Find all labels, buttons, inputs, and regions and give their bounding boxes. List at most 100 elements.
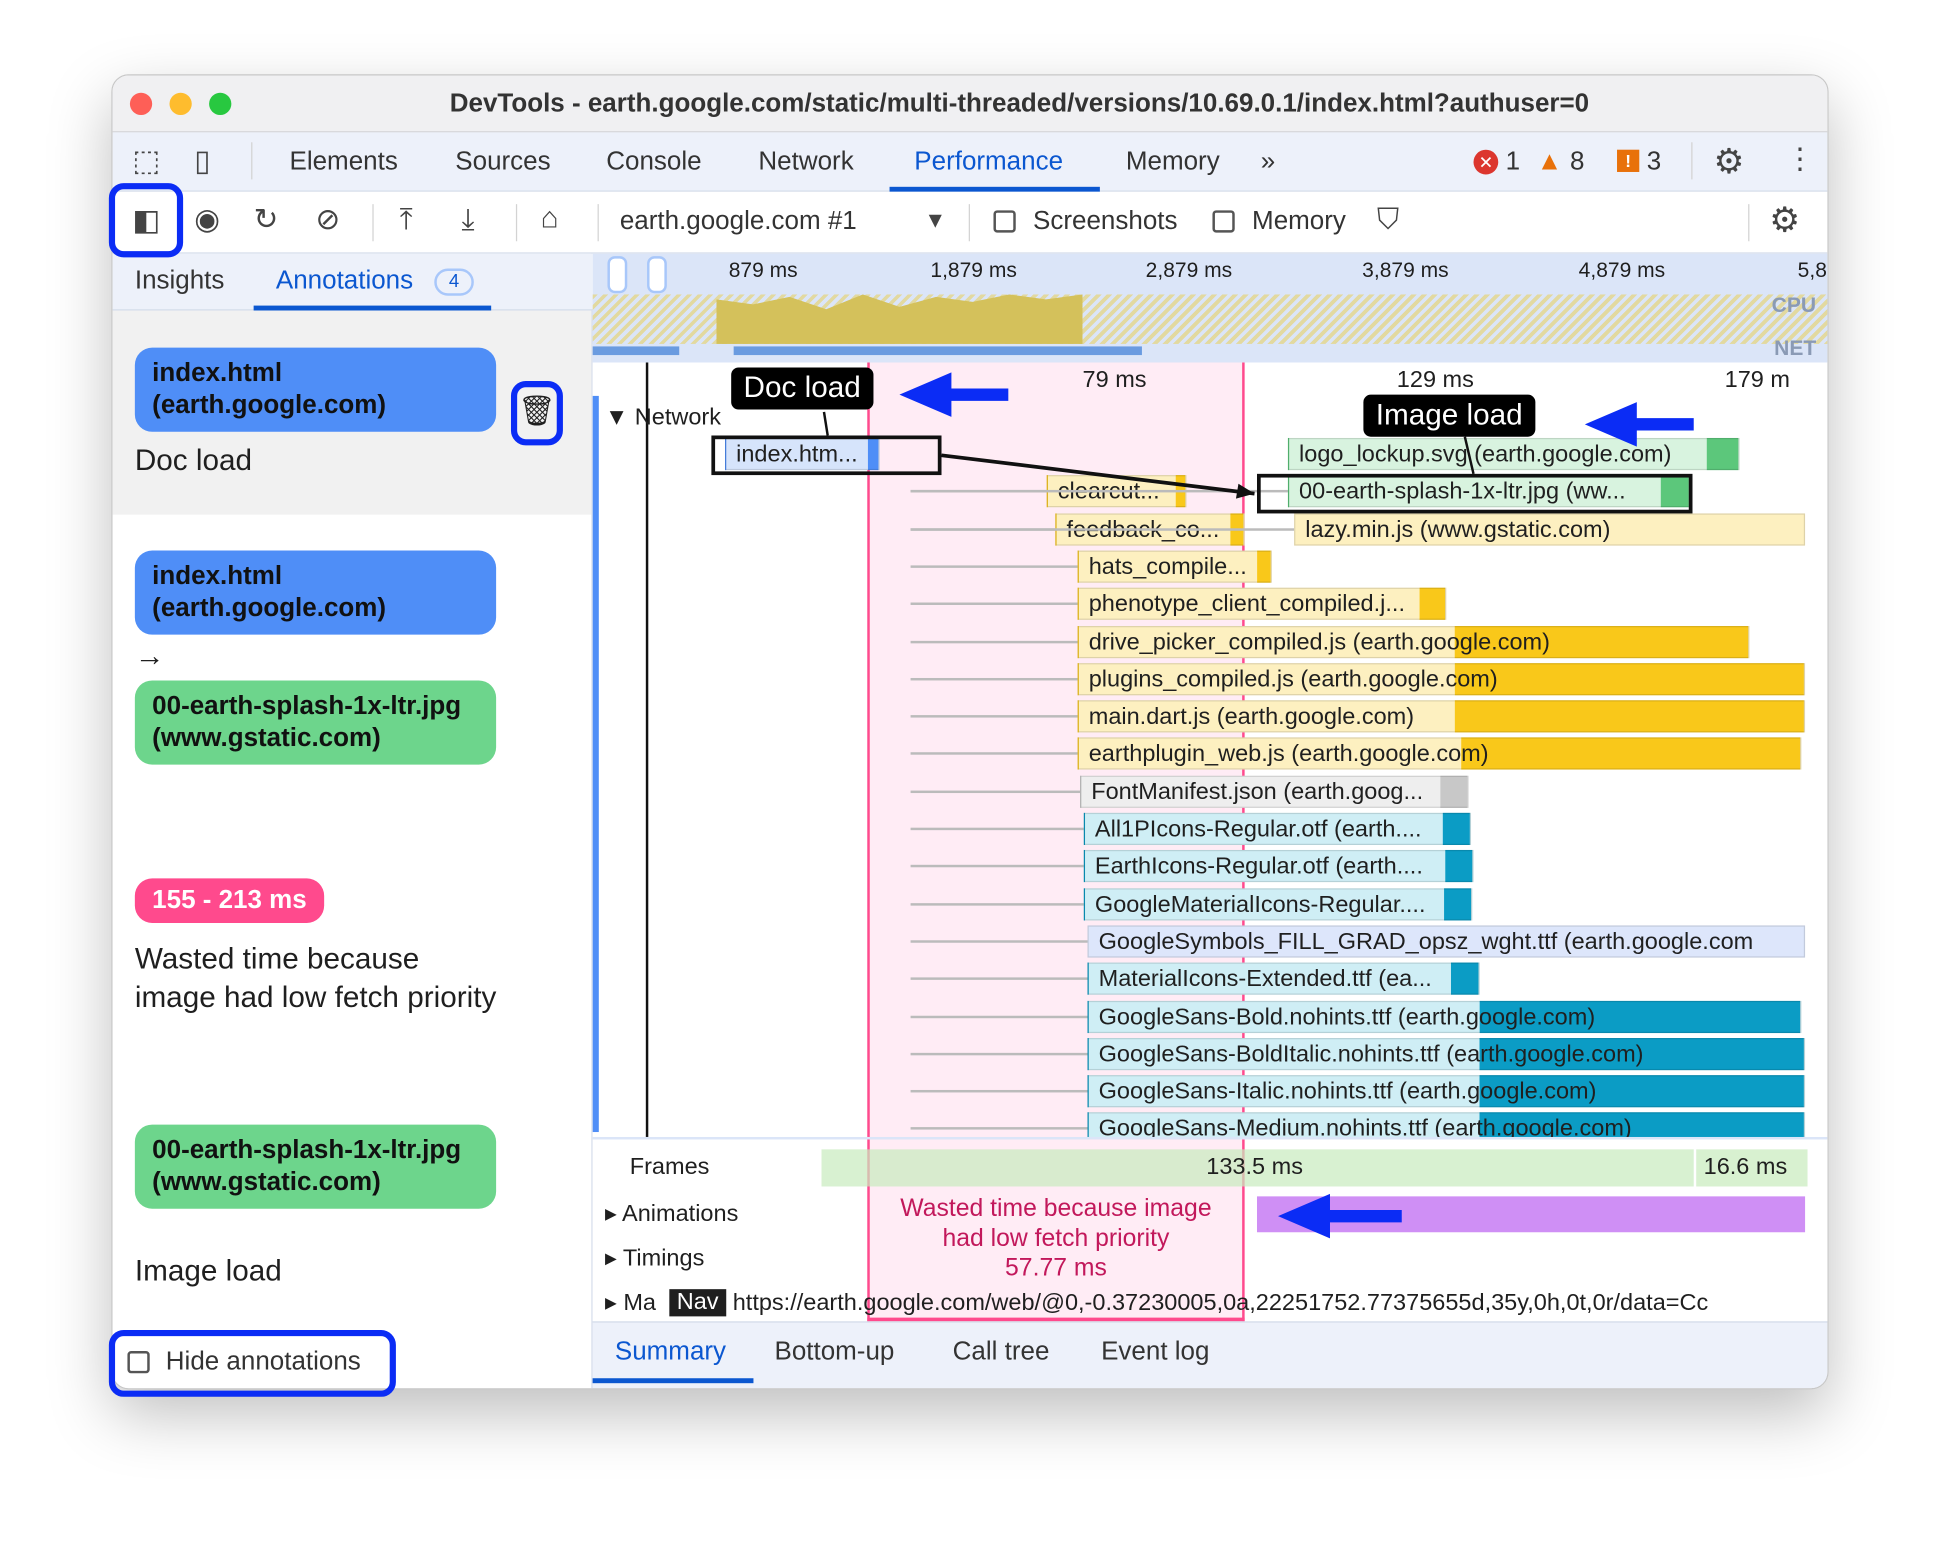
warning-count[interactable]: 8 [1570,147,1585,176]
range-label-line: had low fetch priority [942,1224,1170,1253]
network-track-toggle[interactable]: ▼ Network [604,404,722,431]
request-whisker [910,902,1084,906]
network-request[interactable]: GoogleMaterialIcons-Regular.... [1083,887,1473,920]
network-request[interactable]: index.htm... [724,437,880,471]
nav-marker[interactable]: Nav [669,1289,726,1317]
annotation-arrows [822,372,1694,499]
network-request[interactable]: lazy.min.js (www.gstatic.com) [1294,512,1806,546]
screenshots-checkbox[interactable] [993,210,1016,233]
range-annotation-label[interactable]: Wasted time because image had low fetch … [867,1194,1244,1283]
toggle-sidebar-icon[interactable]: ◧ [132,204,161,238]
animations-track-toggle[interactable]: ▸ Animations [604,1201,739,1228]
more-tabs-icon[interactable]: » [1260,147,1276,176]
reload-record-icon[interactable]: ↻ [253,202,279,237]
upload-icon[interactable]: ⤒ [399,202,413,237]
tab-call-tree[interactable]: Call tree [952,1337,1050,1366]
doc-load-callout[interactable]: Doc load [731,367,874,410]
network-request[interactable]: earthplugin_web.js (earth.google.com) [1077,737,1802,771]
frame-bar[interactable] [1696,1149,1808,1187]
more-options-icon[interactable]: ⋮ [1785,142,1815,176]
active-tab-indicator [253,305,492,311]
chevron-down-icon[interactable]: ▼ [924,207,947,233]
network-request[interactable]: drive_picker_compiled.js (earth.google.c… [1077,625,1750,658]
memory-checkbox[interactable] [1212,210,1235,233]
main-track-toggle[interactable]: ▸ Ma https://earth.google.com/web/@0,-0.3… [604,1290,1709,1317]
clear-icon[interactable]: ⊘ [315,202,341,237]
network-request[interactable]: logo_lockup.svg (earth.google.com) [1287,437,1740,471]
settings-gear-icon[interactable]: ⚙ [1713,142,1745,181]
tab-elements[interactable]: Elements [289,147,398,176]
download-icon[interactable]: ⤓ [461,202,475,237]
tab-memory[interactable]: Memory [1125,147,1220,176]
frame-bar[interactable] [821,1149,1694,1187]
tab-sources[interactable]: Sources [455,147,551,176]
network-request[interactable]: EarthIcons-Regular.otf (earth.... [1083,850,1474,883]
request-label: plugins_compiled.js (earth.google.com) [1088,666,1498,693]
timeline-panel: 879 ms 1,879 ms 2,879 ms 3,879 ms 4,879 … [592,253,1828,1322]
home-icon[interactable]: ⌂ [540,201,559,236]
image-load-callout[interactable]: Image load [1363,394,1536,437]
range-label-line: Wasted time because image [900,1195,1212,1223]
network-request[interactable]: main.dart.js (earth.google.com) [1077,700,1806,733]
delete-annotation-trash-icon[interactable]: 🗑 [510,381,563,446]
capture-settings-icon[interactable]: ⚙ [1769,200,1801,239]
network-request[interactable]: MaterialIcons-Extended.ttf (ea... [1087,962,1480,995]
tab-network[interactable]: Network [758,147,854,176]
network-request[interactable]: GoogleSans-BoldItalic.nohints.ttf (earth… [1087,1037,1806,1070]
network-request[interactable]: GoogleSymbols_FILL_GRAD_opsz_wght.ttf (e… [1087,925,1806,958]
device-toolbar-icon[interactable]: ▯ [194,144,211,179]
network-request[interactable]: 00-earth-splash-1x-ltr.jpg (ww... [1287,475,1691,508]
network-request[interactable]: hats_compile... [1077,550,1272,583]
timeline-overview[interactable]: 879 ms 1,879 ms 2,879 ms 3,879 ms 4,879 … [592,253,1828,363]
network-request[interactable]: GoogleSans-Italic.nohints.ttf (earth.goo… [1087,1075,1806,1108]
error-count[interactable]: 1 [1505,147,1521,176]
overview-tick: 879 ms [728,258,798,283]
main-thread-url: https://earth.google.com/web/@0,-0.37230… [732,1290,1709,1317]
overview-tick: 4,879 ms [1578,258,1666,283]
screenshots-label: Screenshots [1033,206,1178,236]
tab-summary[interactable]: Summary [614,1337,727,1366]
request-whisker [910,865,1084,868]
network-request[interactable]: plugins_compiled.js (earth.google.com) [1077,662,1806,696]
request-whisker [910,715,1078,718]
divider [515,204,518,242]
timings-track-toggle[interactable]: ▸ Timings [604,1245,705,1272]
overview-tick: 5,8 [1797,258,1827,283]
tab-insights[interactable]: Insights [134,265,225,295]
request-label: MaterialIcons-Extended.ttf (ea... [1098,966,1432,993]
close-button[interactable] [129,92,153,116]
tab-performance[interactable]: Performance [914,147,1064,176]
annotation-link-to-chip: 00-earth-splash-1x-ltr.jpg (www.gstatic.… [134,680,497,765]
zoom-button[interactable] [209,92,232,116]
tab-annotations[interactable]: Annotations [275,265,414,295]
garbage-collect-icon[interactable]: ⛉ [1377,202,1400,237]
inspect-element-icon[interactable]: ⬚ [132,144,161,179]
target-select[interactable]: earth.google.com #1 [619,206,857,236]
network-track-label: Network [634,404,722,431]
tracks-area: Frames 133.5 ms 16.6 ms ▸ Animations ▸ T… [592,1136,1828,1322]
link-arrow [941,453,1255,496]
tab-bottom-up[interactable]: Bottom-up [774,1337,895,1366]
tab-event-log[interactable]: Event log [1101,1337,1210,1366]
network-request[interactable]: All1PIcons-Regular.otf (earth.... [1083,812,1472,846]
bottom-tabs: Summary Bottom-up Call tree Event log [592,1321,1828,1389]
network-request[interactable]: GoogleSans-Bold.nohints.ttf (earth.googl… [1087,1000,1802,1033]
range-bar [867,1317,1245,1322]
request-label: GoogleSans-Italic.nohints.ttf (earth.goo… [1098,1078,1597,1105]
request-whisker [910,527,1295,531]
range-handle-left[interactable] [607,256,628,294]
annotation-image-chip: 00-earth-splash-1x-ltr.jpg (www.gstatic.… [134,1124,497,1209]
tab-console[interactable]: Console [606,147,702,176]
time-tick: 129 ms [1396,367,1474,394]
minimize-button[interactable] [169,92,192,116]
network-request[interactable]: phenotype_client_compiled.j... [1077,587,1447,621]
overview-tick: 1,879 ms [930,258,1017,283]
request-label: index.htm... [736,441,858,468]
range-handle-right[interactable] [647,256,667,294]
frame-duration: 16.6 ms [1703,1154,1788,1181]
issue-count[interactable]: 3 [1646,147,1662,176]
network-request[interactable]: FontManifest.json (earth.goog... [1080,775,1469,808]
record-icon[interactable]: ◉ [194,202,221,237]
request-label: GoogleMaterialIcons-Regular.... [1094,891,1426,918]
hide-annotations-checkbox[interactable] [127,1351,150,1374]
